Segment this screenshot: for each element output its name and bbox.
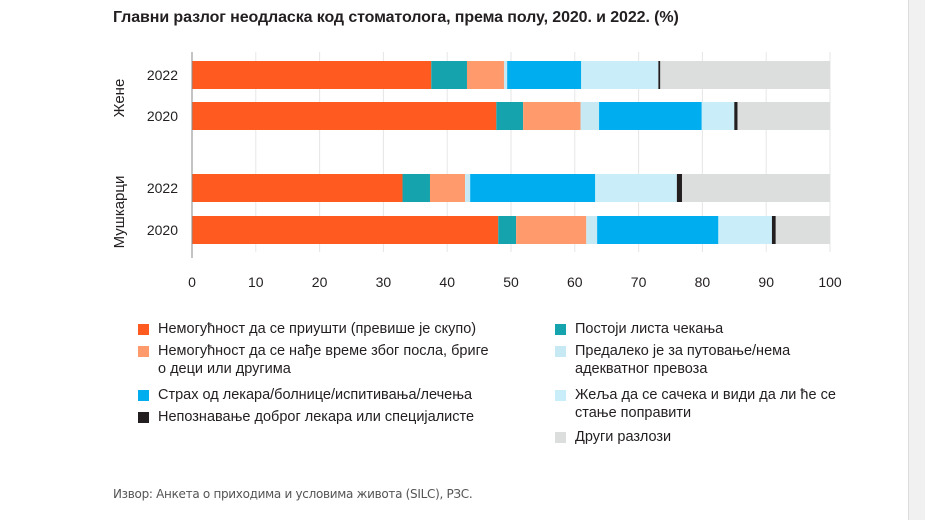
row-label: 2022 bbox=[147, 180, 178, 196]
page-edge-strip bbox=[908, 0, 925, 520]
legend-swatch bbox=[555, 346, 566, 357]
bar-segment: Мушкарци 2020 — Предалеко је за путовање… bbox=[586, 216, 598, 244]
bar-segment: Жене 2020 — Немогућност да се нађе време… bbox=[523, 102, 581, 130]
bar-segment: Мушкарци 2020 — Страх од лекара/болнице/… bbox=[597, 216, 719, 244]
bar-segment: Мушкарци 2022 — Непознавање доброг лекар… bbox=[676, 174, 682, 202]
legend-item: Немогућност да се приушти (превише је ск… bbox=[138, 320, 498, 338]
row-label: 2020 bbox=[147, 222, 178, 238]
bar-segment: Мушкарци 2020 — Други разлози: 8.5 bbox=[775, 216, 830, 244]
legend: Немогућност да се приушти (превише је ск… bbox=[138, 320, 858, 450]
bar-segment: Мушкарци 2022 — Предалеко је за путовање… bbox=[465, 174, 471, 202]
chart-title: Главни разлог неодласка код стоматолога,… bbox=[113, 9, 679, 26]
bar-segment: Жене 2022 — Жеља да се сачека и види да … bbox=[581, 61, 659, 89]
x-tick-label: 60 bbox=[567, 274, 583, 290]
x-tick-label: 20 bbox=[312, 274, 328, 290]
legend-label: Жеља да се сачека и види да ли ће се ста… bbox=[575, 387, 836, 421]
legend-swatch bbox=[138, 324, 149, 335]
bar-segment: Жене 2020 — Предалеко је за путовање/нем… bbox=[580, 102, 600, 130]
legend-item: Други разлози bbox=[555, 428, 845, 446]
x-tick-label: 70 bbox=[631, 274, 647, 290]
stacked-bar-chart: Жене 2022 — Немогућност да се приушти (п… bbox=[111, 52, 842, 290]
legend-label: Немогућност да се приушти (превише је ск… bbox=[158, 321, 477, 337]
bar-segment: Жене 2022 — Немогућност да се нађе време… bbox=[466, 61, 504, 89]
bar-segment: Мушкарци 2020 — Непознавање доброг лекар… bbox=[771, 216, 776, 244]
bar-segment: Мушкарци 2020 — Постоји листа чекања: 2.… bbox=[498, 216, 517, 244]
legend-swatch bbox=[555, 432, 566, 443]
bar-segment: Жене 2022 — Страх од лекара/болнице/испи… bbox=[507, 61, 582, 89]
row-label: 2022 bbox=[147, 67, 178, 83]
x-tick-label: 30 bbox=[376, 274, 392, 290]
legend-swatch bbox=[555, 390, 566, 401]
legend-item: Немогућност да се нађе време због посла,… bbox=[138, 342, 498, 378]
bar-segment: Жене 2020 — Немогућност да се приушти (п… bbox=[192, 102, 497, 130]
bar-segment: Жене 2020 — Жеља да се сачека и види да … bbox=[701, 102, 735, 130]
legend-label: Страх од лекара/болнице/испитивања/лечењ… bbox=[158, 387, 473, 403]
legend-item: Постоји листа чекања bbox=[555, 320, 845, 338]
x-tick-label: 40 bbox=[439, 274, 455, 290]
bar-segment: Мушкарци 2020 — Жеља да се сачека и види… bbox=[718, 216, 772, 244]
bar-segment: Жене 2020 — Непознавање доброг лекара ил… bbox=[734, 102, 738, 130]
group-label: Мушкарци bbox=[111, 176, 128, 249]
bar-segment: Мушкарци 2022 — Страх од лекара/болнице/… bbox=[470, 174, 596, 202]
bar-segment: Жене 2022 — Други разлози: 26.6 bbox=[660, 61, 830, 89]
bar-segment: Мушкарци 2022 — Постоји листа чекања: 4.… bbox=[402, 174, 430, 202]
bar-segment: Жене 2020 — Постоји листа чекања: 4.2 bbox=[496, 102, 524, 130]
bar-segment: Жене 2020 — Други разлози: 14.5 bbox=[737, 102, 830, 130]
legend-label: Предалеко је за путовање/нема адекватног… bbox=[575, 343, 791, 377]
source-note: Извор: Анкета о приходима и условима жив… bbox=[113, 487, 473, 501]
bar-segment: Жене 2020 — Страх од лекара/болнице/испи… bbox=[599, 102, 702, 130]
bar-segment: Мушкарци 2022 — Други разлози: 23.2 bbox=[681, 174, 830, 202]
legend-swatch bbox=[138, 412, 149, 423]
bar-segment: Мушкарци 2022 — Жеља да се сачека и види… bbox=[595, 174, 677, 202]
legend-swatch bbox=[138, 390, 149, 401]
legend-item: Непознавање доброг лекара или специјалис… bbox=[138, 408, 498, 426]
legend-label: Постоји листа чекања bbox=[575, 321, 724, 337]
legend-swatch bbox=[138, 346, 149, 357]
x-tick-label: 10 bbox=[248, 274, 264, 290]
bar-segment: Жене 2022 — Постоји листа чекања: 5.6 bbox=[431, 61, 467, 89]
legend-item: Предалеко је за путовање/нема адекватног… bbox=[555, 342, 845, 378]
legend-item: Страх од лекара/болнице/испитивања/лечењ… bbox=[138, 386, 498, 404]
x-tick-label: 100 bbox=[818, 274, 842, 290]
bar-segment: Мушкарци 2022 — Немогућност да се приушт… bbox=[192, 174, 403, 202]
group-label: Жене bbox=[111, 79, 128, 118]
x-tick-label: 0 bbox=[188, 274, 196, 290]
row-label: 2020 bbox=[147, 108, 178, 124]
legend-label: Непознавање доброг лекара или специјалис… bbox=[158, 409, 475, 425]
legend-label: Други разлози bbox=[575, 429, 672, 445]
bar-segment: Мушкарци 2020 — Немогућност да се нађе в… bbox=[516, 216, 587, 244]
bar-segment: Мушкарци 2020 — Немогућност да се приушт… bbox=[192, 216, 499, 244]
legend-item: Жеља да се сачека и види да ли ће се ста… bbox=[555, 386, 845, 422]
bar-segment: Мушкарци 2022 — Немогућност да се нађе в… bbox=[429, 174, 466, 202]
bars-layer: Жене 2022 — Немогућност да се приушти (п… bbox=[192, 61, 830, 244]
bar-segment: Жене 2022 — Предалеко је за путовање/нем… bbox=[503, 61, 508, 89]
legend-label: Немогућност да се нађе време због посла,… bbox=[158, 343, 489, 377]
legend-swatch bbox=[555, 324, 566, 335]
x-tick-label: 80 bbox=[695, 274, 711, 290]
x-tick-label: 90 bbox=[758, 274, 774, 290]
bar-segment: Жене 2022 — Немогућност да се приушти (п… bbox=[192, 61, 432, 89]
x-tick-label: 50 bbox=[503, 274, 519, 290]
axis-layer: 0 10 20 30 40 50 60 70 80 90 100 2022 2020 2022 2020 Же… bbox=[111, 52, 842, 290]
bar-segment: Жене 2022 — Непознавање доброг лекара ил… bbox=[658, 61, 661, 89]
